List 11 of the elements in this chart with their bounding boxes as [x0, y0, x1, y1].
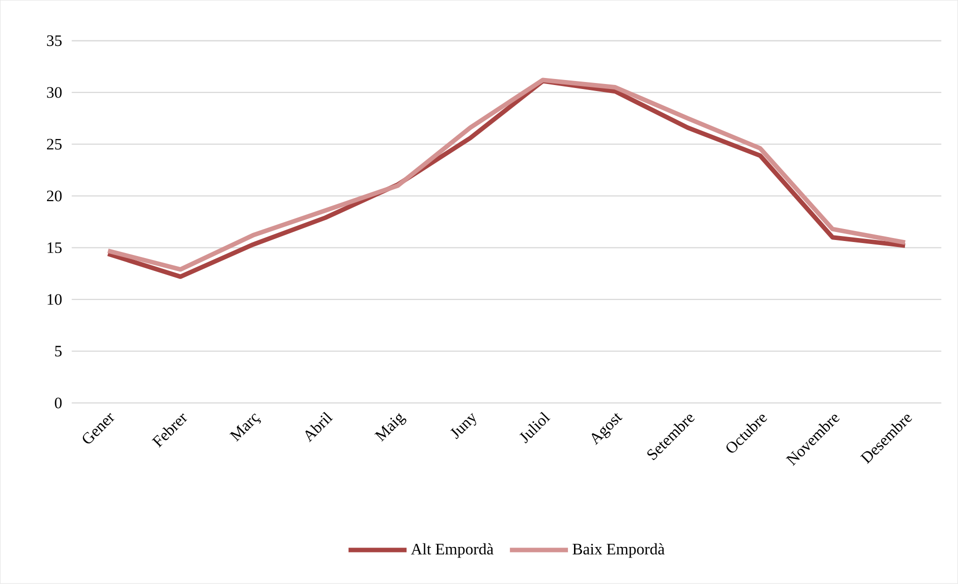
- y-tick-label: 0: [54, 398, 62, 408]
- legend-label: Alt Empordà: [410, 543, 494, 558]
- y-tick-label: 30: [47, 87, 62, 98]
- y-tick-label: 20: [46, 190, 62, 202]
- y-tick-label: 15: [48, 242, 62, 254]
- y-tick-label: 25: [46, 138, 62, 150]
- y-tick-label: 10: [48, 294, 62, 305]
- y-tick-label: 5: [55, 346, 62, 357]
- legend-label: Baix Empordà: [572, 543, 665, 558]
- y-tick-label: 35: [47, 35, 62, 46]
- x-tick-label: Juny: [450, 413, 476, 440]
